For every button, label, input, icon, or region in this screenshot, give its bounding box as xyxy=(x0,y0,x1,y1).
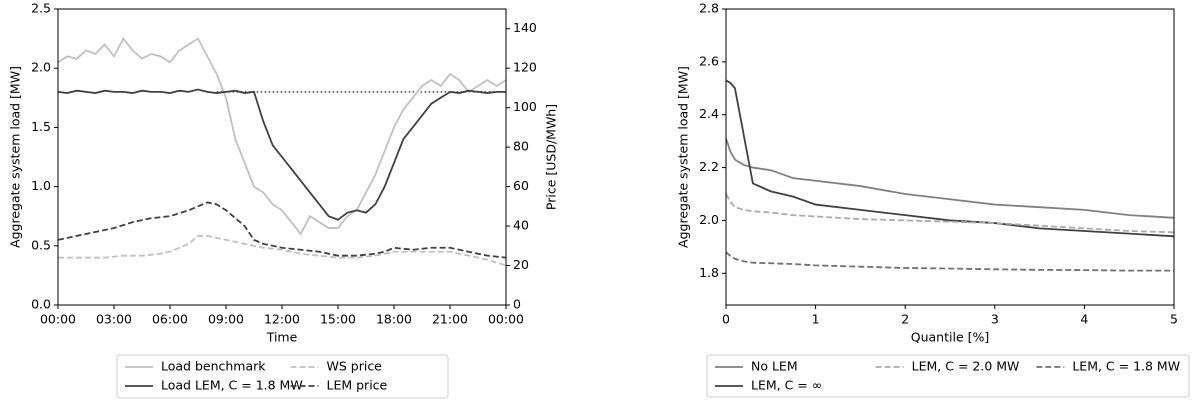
legend-label: WS price xyxy=(327,359,383,374)
legend-label: No LEM xyxy=(751,359,798,374)
series-line xyxy=(725,251,1174,272)
y-tick-label: 2.5 xyxy=(31,1,51,16)
y-tick-label: 2.8 xyxy=(699,1,719,16)
x-tick-label: 0 xyxy=(722,312,730,327)
y-tick-label: 0.5 xyxy=(31,237,51,252)
series-line xyxy=(725,79,1175,238)
plot-frame xyxy=(725,8,1175,306)
y2-tick-label: 80 xyxy=(513,139,529,154)
y-tick-label: 1.0 xyxy=(31,178,51,193)
y-tick-label: 2.0 xyxy=(699,212,719,227)
x-tick-label: 03:00 xyxy=(96,312,132,327)
y-tick-label: 0.0 xyxy=(31,297,51,312)
y2-tick-label: 100 xyxy=(513,99,537,114)
legend-box xyxy=(116,354,449,399)
x-axis-label: Time xyxy=(266,330,298,345)
legend-box xyxy=(706,354,1190,398)
y-axis-label: Aggregate system load [MW] xyxy=(8,66,23,248)
x-tick-label: 5 xyxy=(1170,312,1178,327)
legend-label: LEM price xyxy=(327,378,388,393)
x-tick-label: 00:00 xyxy=(40,312,76,327)
x-tick-label: 2 xyxy=(901,312,909,327)
plot-frame xyxy=(57,8,507,306)
series-line xyxy=(57,36,507,236)
series-line xyxy=(57,201,507,259)
y-tick-label: 2.2 xyxy=(699,159,719,174)
series-line xyxy=(57,88,506,221)
x-tick-label: 1 xyxy=(812,312,820,327)
x-tick-label: 06:00 xyxy=(152,312,188,327)
x-tick-label: 3 xyxy=(991,312,999,327)
legend-label: Load LEM, C = 1.8 MW xyxy=(161,378,303,393)
x-axis-label: Quantile [%] xyxy=(911,330,990,345)
legend-label: LEM, C = 1.8 MW xyxy=(1072,359,1180,374)
x-tick-label: 09:00 xyxy=(208,312,244,327)
series-line xyxy=(58,235,507,267)
y2-tick-label: 20 xyxy=(513,257,529,272)
x-tick-label: 21:00 xyxy=(432,312,468,327)
series-line xyxy=(725,138,1175,219)
y2-tick-label: 140 xyxy=(513,20,537,35)
x-tick-label: 4 xyxy=(1080,312,1088,327)
series-line xyxy=(725,193,1175,234)
legend-label: LEM, C = ∞ xyxy=(751,378,822,393)
legend-label: Load benchmark xyxy=(161,359,266,374)
x-tick-label: 12:00 xyxy=(264,312,300,327)
y2-tick-label: 40 xyxy=(513,218,529,233)
y2-axis-label: Price [USD/MWh] xyxy=(544,104,559,210)
y-tick-label: 2.4 xyxy=(699,106,719,121)
y-axis-label: Aggregate system load [MW] xyxy=(676,66,691,248)
y-tick-label: 2.6 xyxy=(699,53,719,68)
y-tick-label: 1.8 xyxy=(699,265,719,280)
y2-tick-label: 0 xyxy=(513,297,521,312)
x-tick-label: 15:00 xyxy=(320,312,356,327)
y-tick-label: 1.5 xyxy=(31,119,51,134)
y2-tick-label: 120 xyxy=(513,60,537,75)
x-tick-label: 18:00 xyxy=(376,312,412,327)
y2-tick-label: 60 xyxy=(513,178,529,193)
y-tick-label: 2.0 xyxy=(31,60,51,75)
x-tick-label: 00:00 xyxy=(488,312,524,327)
legend-label: LEM, C = 2.0 MW xyxy=(912,359,1020,374)
